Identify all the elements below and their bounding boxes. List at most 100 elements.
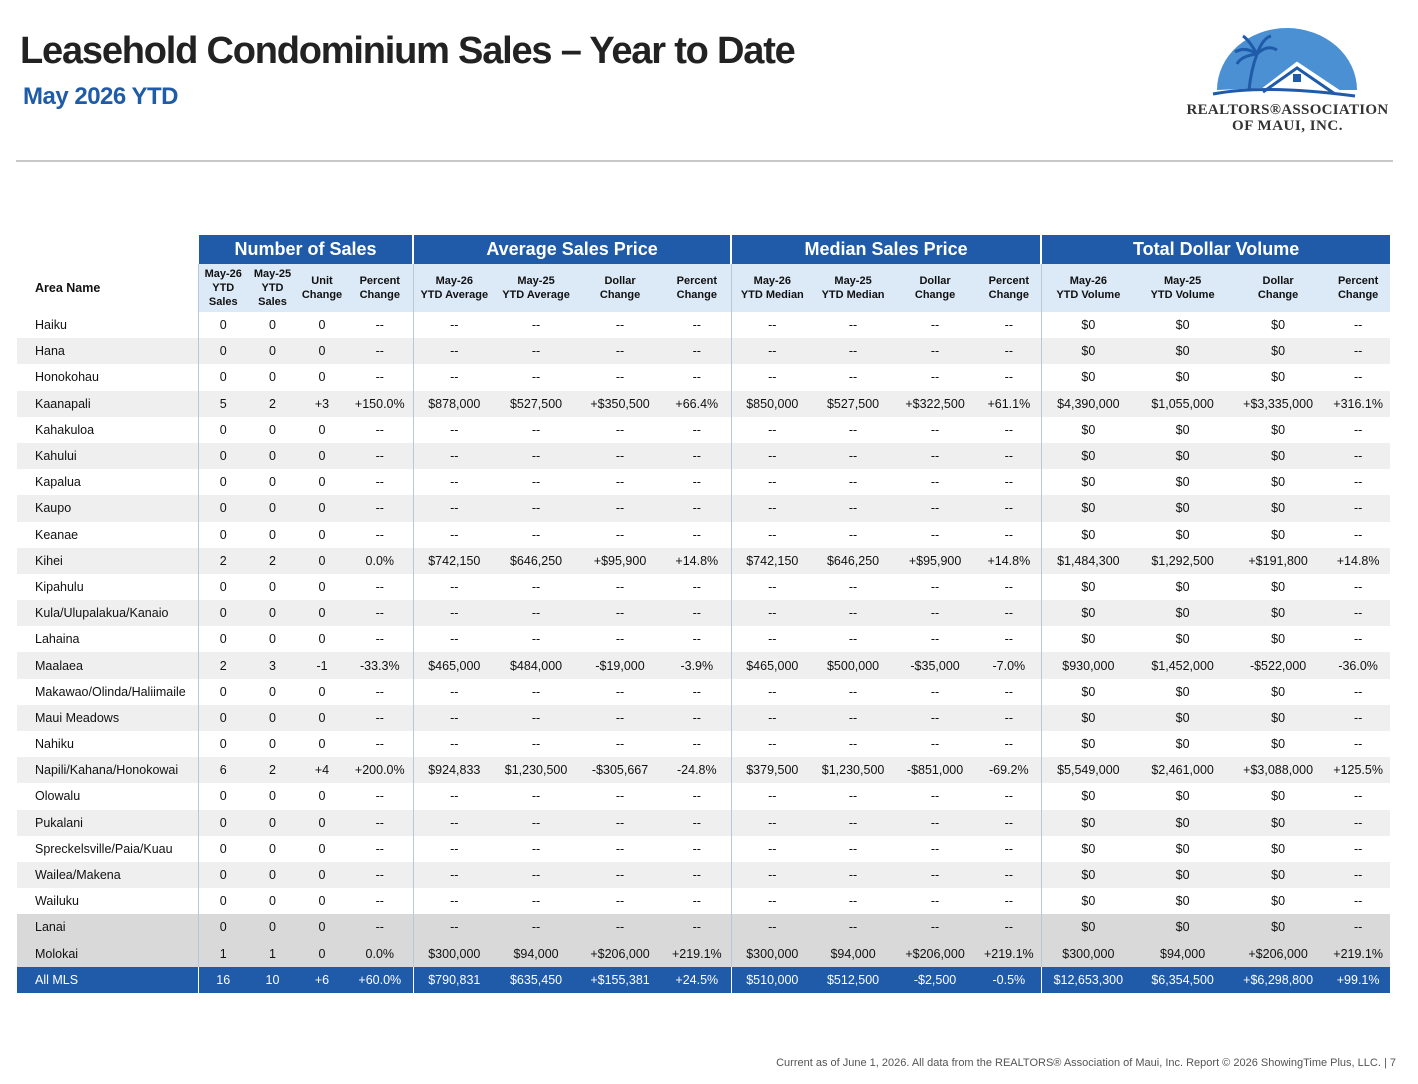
table-cell: -0.5% [977,966,1042,993]
table-cell: -- [531,841,541,856]
table-cell: 0 [297,940,347,967]
table-cell: 0 [269,841,276,856]
table-cell: $0 [1040,469,1136,496]
table-cell: -- [1353,370,1363,385]
table-row: Wailea/Makena 0 0 0 -- -- -- -- -- -- -- -- -- $0 $0 $0… [17,861,1391,889]
table-cell: -1 [297,652,347,679]
table-cell: 0 [197,835,248,862]
table-cell: $6,354,500 [1135,966,1231,993]
table-cell: 0 [318,841,326,856]
table-cell: -- [730,809,814,836]
table-cell: -- [615,370,625,385]
table-cell: 0 [297,495,347,522]
column-header-line: YTD Median [821,289,885,301]
table-cell: $1,230,500 [813,757,894,784]
table-cell: -- [730,914,814,941]
table-cell: -- [1353,318,1363,333]
table-cell: -- [813,495,894,522]
table-cell: -- [375,370,384,385]
table-cell: -- [1326,704,1391,731]
table-cell: +14.8% [663,547,732,574]
table-cell: -- [615,527,625,542]
table-cell: $0 [1135,861,1231,889]
area-name-cell: Makawao/Olinda/Haliimaile [35,684,186,699]
table-cell: -- [692,475,701,490]
table-cell: -- [347,600,414,627]
column-header-line: May-25 [1163,275,1202,287]
column-header-row: Area Name May-26 YTD Sales May-25 YTD Sales Uni… [17,264,1391,312]
table-cell: -- [1326,338,1391,365]
table-cell: -- [930,370,940,385]
table-cell: -- [1353,422,1363,437]
table-cell: $0 [1271,737,1286,752]
table-cell: -- [1353,579,1363,594]
table-cell: -- [977,809,1042,836]
table-cell: -- [893,338,978,365]
table-cell: +$206,000 [577,940,664,967]
table-cell: $0 [1175,370,1190,385]
column-header: May-26 YTD Sales [197,264,248,312]
table-cell: $0 [1040,495,1136,522]
table-cell: $0 [1271,370,1286,385]
table-cell: -- [977,338,1042,365]
column-header-line: Change [301,289,343,301]
table-cell: 0 [248,704,297,731]
table-cell: -- [1004,527,1013,542]
table-cell: 0 [197,888,248,915]
table-cell: -- [577,338,664,365]
column-header-line: YTD [261,282,284,294]
table-cell: -- [848,370,858,385]
table-cell: +$3,088,000 [1230,757,1327,784]
table-cell: $0 [1175,789,1190,804]
column-header-line: Sales [208,296,238,308]
column-header-line: Unit [311,275,333,287]
area-name-cell: Maui Meadows [17,704,198,731]
table-cell: 0 [318,684,326,699]
table-row: All MLS 16 10 +6 +60.0% $790,831 $635,450 +$155… [17,966,1391,993]
area-name-cell: Maalaea [17,652,198,679]
table-cell: 0 [197,442,248,470]
table-cell: -- [813,600,894,627]
table-row: Keanae 0 0 0 -- -- -- -- -- -- -- -- -- $0 $0 $0 -- [17,521,1390,548]
table-cell: -- [930,684,940,699]
table-cell: -- [977,495,1042,522]
area-name-cell: Nahiku [35,737,74,752]
table-cell: $646,250 [813,547,894,574]
column-header-line: Percent [359,275,400,287]
table-cell: -- [692,579,701,594]
footer-text: Current as of June 1, 2026. All data fro… [776,1057,1396,1069]
table-cell: $484,000 [495,652,578,679]
table-cell: $0 [1040,416,1136,443]
table-cell: $465,000 [730,652,814,679]
table-cell: 0 [197,809,248,836]
area-name-header: Area Name [17,264,198,312]
table-cell: $0 [1135,914,1231,941]
table-cell: $0 [1040,783,1136,810]
table-cell: 2 [197,652,248,679]
table-cell: $0 [1271,841,1286,856]
table-cell: 0 [269,475,276,490]
table-cell: -- [692,422,701,437]
table-cell: $0 [1271,318,1286,333]
table-cell: $94,000 [1135,940,1231,967]
table-cell: +219.1% [1326,940,1391,967]
table-cell: -- [730,442,814,470]
table-cell: -- [531,789,541,804]
table-cell: -- [813,861,894,889]
table-cell: $0 [1175,737,1190,752]
table-cell: $0 [1040,600,1136,627]
area-name-cell: Kapalua [35,475,81,490]
table-cell: +$95,900 [893,547,978,574]
table-cell: $0 [1230,914,1327,941]
table-cell: -36.0% [1326,652,1391,679]
table-cell: -- [1353,894,1363,909]
table-cell: $0 [1175,684,1190,699]
table-cell: $0 [1230,338,1327,365]
table-cell: -- [930,527,940,542]
table-cell: -- [930,632,940,647]
column-header-line: Change [359,289,400,301]
table-cell: -- [412,731,496,758]
table-cell: -- [692,841,701,856]
table-cell: -- [347,809,414,836]
column-header: Percent Change [1326,264,1391,312]
